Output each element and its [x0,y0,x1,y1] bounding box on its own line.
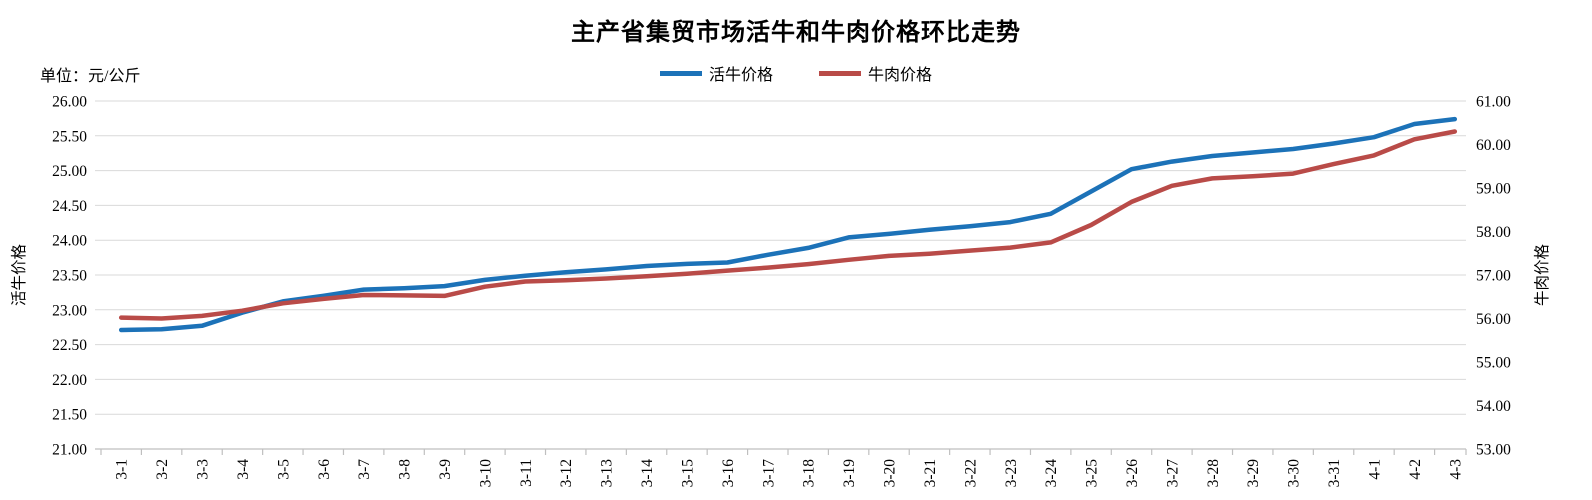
legend-line-swatch [659,70,702,76]
x-axis-date-label: 3-7 [356,459,373,480]
left-axis-tick-label: 26.00 [52,94,87,111]
x-axis-date-label: 3-25 [1084,459,1101,488]
left-axis-tick-label: 25.00 [52,163,87,180]
left-axis-tick-label: 24.00 [52,233,87,250]
x-axis-date-label: 4-3 [1447,459,1464,480]
x-axis-date-label: 4-1 [1366,459,1383,480]
x-axis-date-label: 3-12 [558,459,575,487]
x-axis-date-label: 3-16 [720,459,737,488]
x-axis-date-label: 3-27 [1164,459,1181,488]
x-axis-date-label: 3-2 [154,459,171,480]
x-axis-date-label: 3-10 [477,459,494,488]
legend-label: 牛肉价格 [868,67,933,84]
x-axis-date-label: 3-4 [235,459,252,480]
right-axis-tick-label: 56.00 [1476,311,1511,328]
x-axis-date-label: 3-3 [195,459,212,480]
left-axis-tick-label: 23.00 [52,302,87,319]
left-axis-tick-label: 22.00 [52,372,87,389]
right-axis-tick-label: 54.00 [1476,398,1511,415]
left-axis-tick-label: 25.50 [52,128,87,145]
x-axis-date-label: 3-22 [962,459,979,487]
left-axis-tick-label: 22.50 [52,337,87,354]
x-axis-date-label: 3-14 [639,459,656,488]
left-axis-tick-label: 21.50 [52,407,87,424]
live-cattle-price-line [118,116,1458,333]
right-axis-title: 牛肉价格 [1533,244,1551,307]
right-axis-tick-label: 58.00 [1476,224,1511,241]
right-axis-tick-label: 55.00 [1476,355,1511,372]
x-axis-date-label: 3-5 [275,459,292,480]
x-axis-date-label: 3-20 [882,459,899,488]
legend: 活牛价格 牛肉价格 [0,61,1592,85]
x-axis-date-label: 3-19 [841,459,858,488]
left-axis-tick-label: 24.50 [52,198,87,215]
legend-line-swatch [819,70,861,76]
legend-item-live-cattle: 活牛价格 [659,61,773,85]
x-axis-date-label: 3-18 [801,459,818,488]
left-axis-tick-label: 21.00 [52,442,87,459]
beef-price-line [118,129,1458,321]
legend-item-beef: 牛肉价格 [819,61,932,85]
x-axis-date-label: 3-29 [1245,459,1262,488]
left-axis-title: 活牛价格 [10,244,28,307]
left-axis-tick-label: 23.50 [52,268,87,285]
x-axis-date-label: 3-31 [1326,459,1343,487]
x-axis-date-label: 3-26 [1124,459,1141,488]
x-axis-date-label: 3-9 [437,459,454,480]
right-axis-tick-label: 57.00 [1476,268,1511,285]
legend-label: 活牛价格 [708,67,773,84]
x-axis-date-label: 3-8 [397,459,414,480]
x-axis-date-label: 3-24 [1043,459,1060,488]
x-axis-date-label: 3-6 [316,459,333,480]
x-axis-date-label: 4-2 [1407,459,1424,480]
x-axis-date-label: 3-23 [1003,459,1020,488]
right-axis-tick-label: 59.00 [1476,181,1511,198]
x-axis-date-label: 3-15 [679,459,696,488]
x-axis-date-label: 3-28 [1205,459,1222,488]
right-axis-tick-label: 60.00 [1476,137,1511,154]
unit-label: 单位：元/公斤 [40,68,141,85]
x-axis-date-label: 3-17 [760,459,777,488]
right-axis-tick-label: 61.00 [1476,94,1511,111]
x-axis-date-label: 3-11 [518,459,535,487]
x-axis-date-label: 3-21 [922,459,939,487]
x-axis-date-label: 3-30 [1286,459,1303,488]
chart-title: 主产省集贸市场活牛和牛肉价格环比走势 [571,20,1021,46]
x-axis-date-label: 3-1 [114,459,131,480]
right-axis-tick-label: 53.00 [1476,442,1511,459]
x-axis-date-label: 3-13 [599,459,616,488]
